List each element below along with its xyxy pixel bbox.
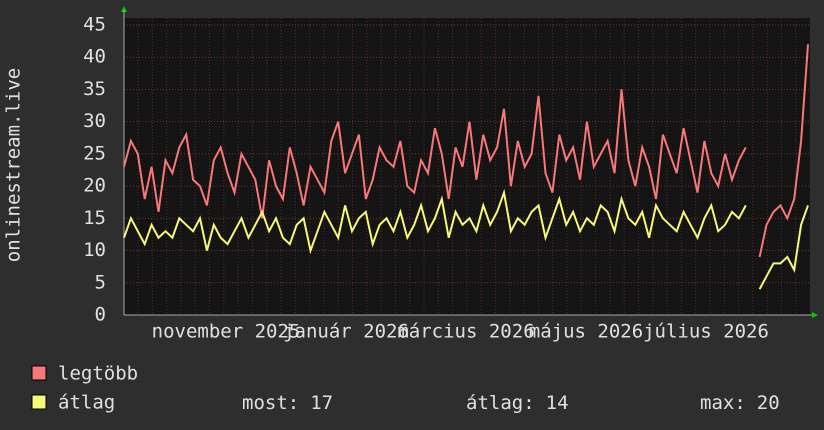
stat: most: 17 <box>242 392 333 414</box>
y-axis-label: onlinestream.live <box>3 68 25 262</box>
x-tick-label: július 2026 <box>643 321 769 343</box>
legend-label: legtöbb <box>58 363 138 385</box>
y-tick-label: 40 <box>83 46 106 68</box>
stat-value: 17 <box>310 392 333 414</box>
y-tick-label: 45 <box>83 14 106 36</box>
x-tick-label: május 2026 <box>529 321 643 343</box>
stat-value: 14 <box>546 392 569 414</box>
y-tick-label: 0 <box>95 304 106 326</box>
y-tick-label: 10 <box>83 239 106 261</box>
y-tick-label: 20 <box>83 175 106 197</box>
y-tick-label: 15 <box>83 207 106 229</box>
series-line <box>123 44 809 258</box>
axis-arrow <box>121 6 127 12</box>
axis-arrow <box>812 312 818 318</box>
y-tick-label: 25 <box>83 142 106 164</box>
legend-swatch <box>31 394 47 410</box>
stat: átlag: 14 <box>466 392 569 414</box>
x-tick-label: március 2026 <box>397 321 534 343</box>
stat-label: átlag: <box>466 392 535 414</box>
y-tick-label: 30 <box>83 110 106 132</box>
x-tick-label: január 2026 <box>283 321 409 343</box>
stat-value: 20 <box>757 392 780 414</box>
legend-swatch <box>31 365 47 381</box>
stat-label: max: <box>700 392 746 414</box>
y-tick-label: 5 <box>95 271 106 293</box>
y-tick-label: 35 <box>83 78 106 100</box>
stat: max: 20 <box>700 392 780 414</box>
legend-label: átlag <box>58 392 115 414</box>
series-line <box>123 188 809 290</box>
x-tick-label: november 2025 <box>152 321 301 343</box>
stat-label: most: <box>242 392 299 414</box>
